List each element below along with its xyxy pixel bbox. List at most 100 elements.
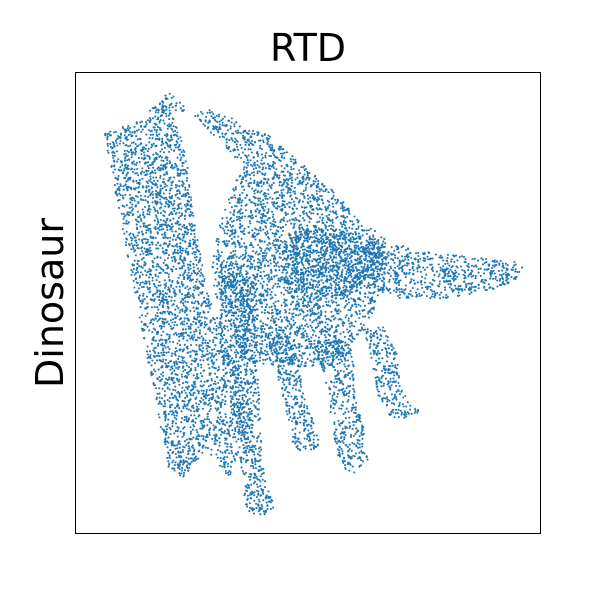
scatter-point-body (255, 318, 259, 321)
scatter-point-neck-and-head (168, 340, 171, 343)
scatter-point-body (270, 271, 273, 274)
scatter-point-neck-and-head (164, 298, 167, 301)
scatter-point-neck-and-head (196, 405, 199, 408)
scatter-point-body (376, 294, 379, 297)
scatter-point-neck-and-head (161, 250, 164, 254)
scatter-point-body (281, 200, 284, 203)
scatter-point-neck-and-head (160, 156, 163, 159)
scatter-point-neck-and-head (193, 336, 196, 339)
scatter-point-neck-and-head (176, 405, 179, 408)
scatter-point-neck-and-head (184, 170, 188, 173)
scatter-point-body (239, 132, 242, 135)
scatter-point-body (298, 226, 301, 229)
scatter-point-body (292, 353, 295, 356)
scatter-point-neck-and-head (178, 180, 181, 183)
scatter-point-body (302, 235, 305, 238)
scatter-point-neck-and-head (150, 364, 153, 367)
scatter-point-neck-and-head (207, 418, 211, 421)
scatter-point-neck-and-head (218, 322, 221, 325)
scatter-point-neck-and-head (194, 318, 197, 321)
scatter-point-neck-and-head (172, 251, 175, 254)
scatter-point-neck-and-head (163, 384, 166, 387)
scatter-point-body (282, 170, 285, 173)
scatter-point-body (303, 315, 306, 318)
scatter-point-neck-and-head (217, 326, 220, 329)
scatter-point-body (261, 156, 264, 160)
scatter-point-neck-and-head (187, 445, 190, 448)
scatter-point-neck-and-head (186, 388, 189, 391)
scatter-point-neck-and-head (161, 320, 164, 323)
scatter-point-neck-and-head (157, 226, 160, 229)
scatter-point-body (357, 225, 360, 228)
scatter-point-neck-and-head (222, 386, 225, 389)
scatter-point-neck-and-head (214, 372, 217, 375)
scatter-point-body (148, 109, 152, 112)
scatter-point-neck-and-head (129, 232, 132, 235)
scatter-point-neck-and-head (163, 405, 167, 408)
scatter-point-body (253, 231, 256, 235)
scatter-point-neck-and-head (208, 410, 211, 413)
scatter-point-neck-and-head (208, 389, 211, 392)
scatter-point-body (350, 322, 353, 325)
scatter-point-neck-and-head (214, 391, 218, 394)
scatter-point-body (327, 304, 330, 307)
scatter-point-body (241, 215, 244, 218)
scatter-point-neck-and-head (199, 311, 202, 314)
scatter-point-neck-and-head (167, 465, 170, 468)
scatter-point-neck-and-head (185, 372, 189, 375)
scatter-point-neck-and-head (184, 287, 187, 290)
scatter-point-neck-and-head (208, 326, 211, 329)
scatter-point-body (282, 194, 286, 197)
scatter-point-neck-and-head (192, 392, 195, 395)
scatter-point-body (274, 221, 277, 224)
scatter-point-body (282, 178, 285, 181)
scatter-point-body (350, 297, 353, 300)
scatter-point-neck-and-head (161, 300, 165, 303)
scatter-point-neck-and-head (166, 226, 169, 229)
scatter-point-neck-and-head (224, 469, 227, 473)
scatter-point-neck-and-head (180, 456, 183, 459)
scatter-point-neck-and-head (151, 373, 155, 376)
scatter-point-neck-and-head (159, 119, 162, 122)
scatter-point-neck-and-head (145, 274, 148, 277)
scatter-point-body (321, 292, 324, 295)
scatter-point-neck-and-head (196, 336, 200, 339)
scatter-point-body (353, 325, 356, 328)
scatter-point-neck-and-head (183, 320, 186, 323)
scatter-point-neck-and-head (213, 380, 217, 383)
scatter-point-neck-and-head (136, 271, 139, 274)
scatter-point-neck-and-head (182, 356, 185, 359)
scatter-point-neck-and-head (199, 372, 202, 375)
scatter-point-neck-and-head (121, 227, 124, 231)
scatter-point-neck-and-head (136, 210, 139, 213)
scatter-point-body (312, 305, 315, 308)
scatter-point-neck-and-head (233, 433, 236, 436)
scatter-point-body (358, 316, 361, 320)
scatter-point-neck-and-head (189, 430, 192, 433)
scatter-point-neck-and-head (124, 157, 127, 160)
scatter-point-neck-and-head (191, 293, 194, 296)
scatter-point-neck-and-head (162, 178, 165, 181)
scatter-point-neck-and-head (221, 451, 224, 454)
scatter-point-neck-and-head (204, 301, 208, 305)
scatter-point-neck-and-head (210, 353, 213, 357)
scatter-point-neck-and-head (176, 430, 179, 433)
scatter-point-body (260, 247, 263, 250)
scatter-point-neck-and-head (190, 225, 193, 228)
scatter-point-neck-and-head (234, 376, 237, 379)
scatter-point-body (276, 205, 279, 208)
scatter-point-neck-and-head (186, 403, 189, 407)
scatter-point-body (258, 246, 261, 249)
scatter-point-neck-and-head (231, 422, 234, 425)
scatter-point-neck-and-head (226, 442, 229, 446)
scatter-point-neck-and-head (186, 386, 189, 389)
scatter-point-neck-and-head (211, 393, 214, 396)
scatter-point-neck-and-head (167, 199, 170, 203)
scatter-point-body (292, 158, 295, 161)
scatter-point-neck-and-head (159, 206, 163, 209)
scatter-point-body (230, 220, 234, 223)
scatter-point-neck-and-head (143, 215, 146, 218)
scatter-point-neck-and-head (225, 437, 228, 441)
scatter-point-neck-and-head (193, 224, 196, 227)
scatter-point-body (346, 328, 349, 331)
